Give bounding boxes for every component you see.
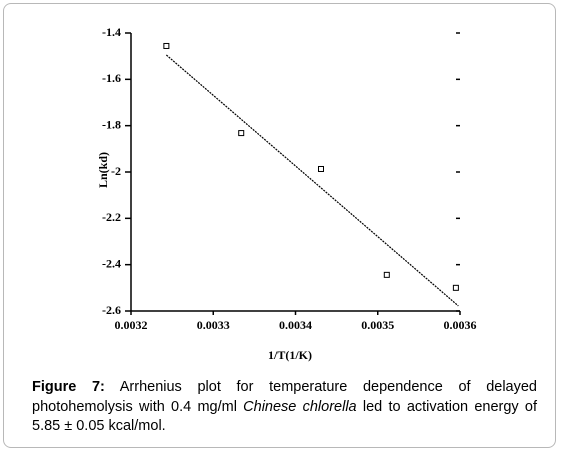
point — [317, 165, 324, 172]
caption: Figure 7: Arrhenius plot for temperature… — [32, 378, 537, 437]
y-tick-label: -1.4 — [102, 25, 121, 39]
point — [238, 130, 245, 137]
y-tick-label: -1.6 — [102, 71, 121, 85]
y-tick-label: -2.2 — [102, 210, 121, 224]
chart: 1/T(1/K) Ln(kd) -1.4 -1.6 -1.8 -2 -2.2 -2.4 -2… — [96, 25, 477, 362]
x-tick-label: 0.0035 — [361, 318, 394, 332]
caption-text: led to activation energy of 5.85 ± 0.05 … — [32, 398, 537, 435]
fit-line — [165, 54, 459, 307]
x-axis-label: 1/T(1/K) — [268, 348, 312, 362]
x-tick-label: 0.0032 — [115, 318, 148, 332]
y-tick-label: -1.8 — [102, 117, 121, 131]
x-tick-label: 0.0036 — [444, 318, 477, 332]
y-axis-label: Ln(kd) — [96, 152, 110, 188]
x-tick-label: 0.0033 — [197, 318, 230, 332]
caption-italic: Chinese chlorella — [243, 398, 357, 415]
caption-text: Arrhenius plot for temperature dependenc… — [32, 379, 538, 415]
x-tick-label: 0.0034 — [279, 318, 312, 332]
point — [452, 284, 459, 291]
caption-label: Figure 7: — [32, 379, 105, 395]
point — [163, 42, 170, 49]
y-tick-label: -2.6 — [102, 303, 121, 317]
y-tick-label: -2 — [111, 164, 121, 178]
y-tick-label: -2.4 — [102, 256, 121, 270]
point — [383, 271, 390, 278]
figure-frame — [3, 3, 556, 448]
